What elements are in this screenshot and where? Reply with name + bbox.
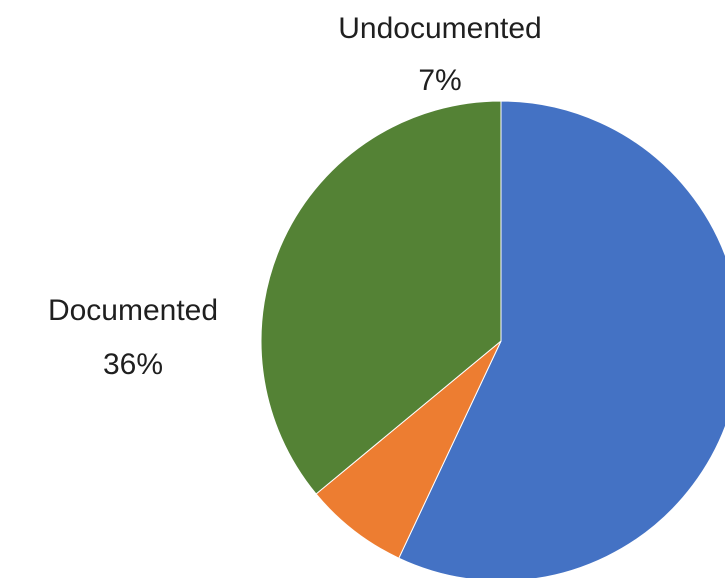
slice-label-documented-percent: 36% [103, 348, 163, 381]
slice-label-undocumented-name: Undocumented [338, 12, 541, 45]
slice-label-undocumented-percent: 7% [418, 64, 461, 97]
slice-label-documented-name: Documented [48, 294, 218, 327]
pie-slices [260, 100, 725, 578]
pie-slice-blue-slice [398, 100, 725, 578]
pie-slice-documented-slice [260, 100, 502, 495]
pie-slice-undocumented-slice [315, 340, 502, 559]
slice-labels: Undocumented 7% Documented 36% [48, 12, 542, 381]
